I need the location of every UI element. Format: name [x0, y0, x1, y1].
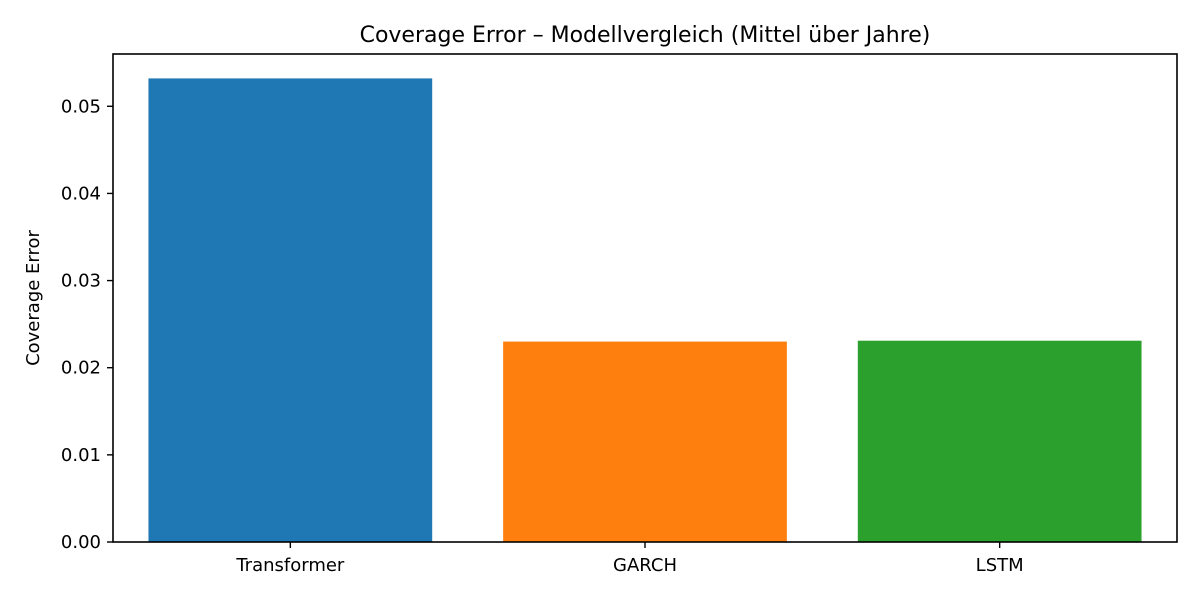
y-tick-label: 0.04: [61, 183, 101, 204]
y-tick-label: 0.00: [61, 532, 101, 553]
y-axis-label: Coverage Error: [23, 229, 44, 365]
y-tick-label: 0.01: [61, 445, 101, 466]
y-tick-label: 0.03: [61, 271, 101, 292]
bar-garch: [503, 341, 787, 542]
x-tick-label: GARCH: [613, 555, 677, 576]
x-tick-label: LSTM: [976, 555, 1024, 576]
bar-lstm: [857, 340, 1142, 542]
chart-title: Coverage Error – Modellvergleich (Mittel…: [360, 23, 931, 48]
y-tick-label: 0.05: [61, 96, 101, 117]
y-tick-label: 0.02: [61, 358, 101, 379]
y-axis-ticks: 0.00 0.01 0.02 0.03 0.04 0.05: [61, 96, 113, 553]
bar-transformer: [148, 78, 433, 543]
plot-frame: [112, 53, 1178, 543]
x-tick-label: Transformer: [235, 555, 345, 576]
x-axis-ticks: Transformer GARCH LSTM: [235, 542, 1024, 576]
bars-group: [148, 78, 1142, 543]
